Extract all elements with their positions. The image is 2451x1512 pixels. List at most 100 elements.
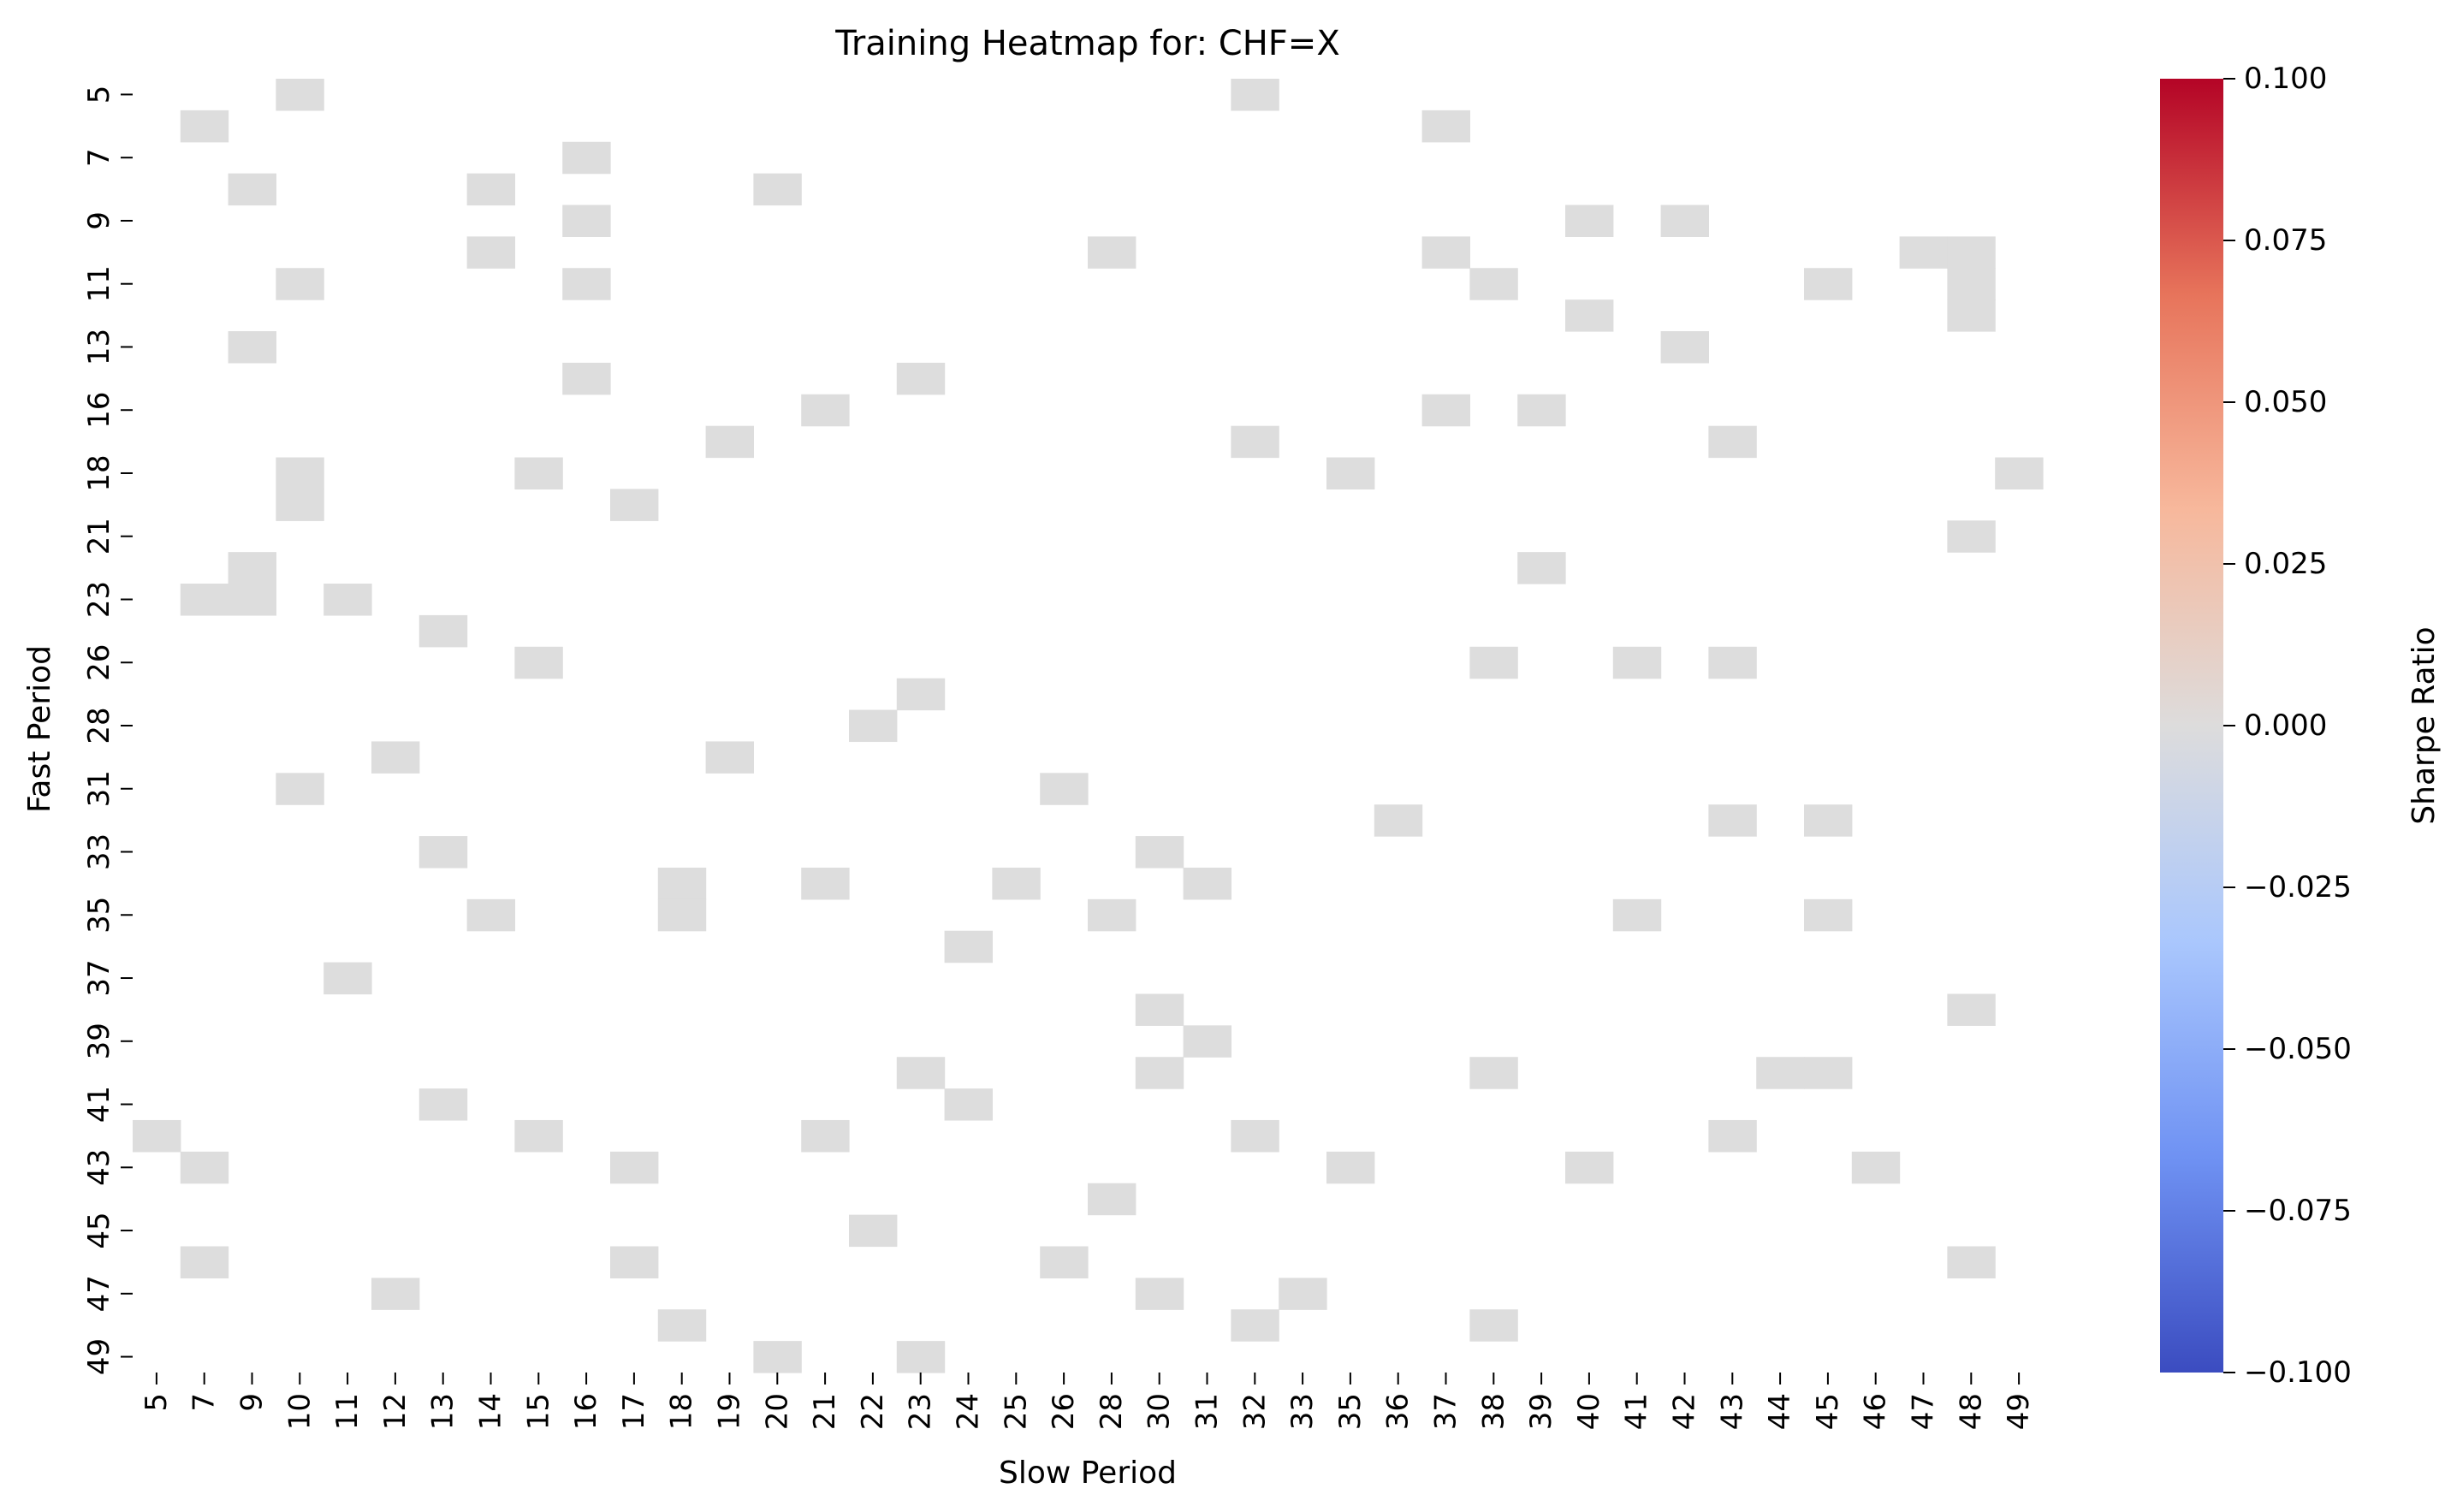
heatmap-cell <box>1660 331 1709 364</box>
colorbar-label: Sharpe Ratio <box>2406 626 2442 824</box>
heatmap-cell <box>1469 268 1518 300</box>
x-tick-label: 7 <box>187 1393 222 1412</box>
heatmap-cell <box>896 1057 946 1089</box>
y-tick-label: 11 <box>82 265 116 302</box>
x-tick-label: 40 <box>1572 1393 1606 1430</box>
x-tick-label: 9 <box>235 1393 270 1412</box>
y-tick-label: 45 <box>82 1212 116 1248</box>
heatmap-cell <box>1517 394 1566 427</box>
heatmap-cell <box>1088 898 1136 932</box>
x-tick-label: 33 <box>1285 1393 1320 1430</box>
x-tick-label: 28 <box>1095 1393 1129 1430</box>
heatmap-cell <box>228 331 276 364</box>
heatmap-cell <box>944 1088 993 1121</box>
heatmap-cell <box>514 646 563 679</box>
y-tick-label: 28 <box>82 707 116 744</box>
heatmap-cell <box>1565 299 1614 332</box>
heatmap-cell <box>944 930 993 964</box>
x-tick-label: 37 <box>1429 1393 1463 1430</box>
heatmap-cell <box>1135 993 1184 1026</box>
heatmap-cell <box>705 741 754 774</box>
heatmap-cell <box>1947 1246 1996 1278</box>
heatmap-cell <box>562 362 611 395</box>
x-tick-label: 44 <box>1763 1393 1797 1430</box>
heatmap-cell <box>133 1119 181 1153</box>
heatmap-cell <box>1612 898 1662 932</box>
y-tick-label: 49 <box>82 1338 116 1375</box>
colorbar-tick-label: −0.100 <box>2244 1355 2352 1390</box>
x-tick-label: 11 <box>330 1393 365 1430</box>
colorbar-tick-label: 0.075 <box>2244 223 2327 258</box>
heatmap-cell <box>371 1278 420 1310</box>
heatmap-cell <box>1421 394 1470 427</box>
heatmap-cell <box>180 584 229 616</box>
y-tick-label: 23 <box>82 581 116 618</box>
heatmap-cell <box>1565 205 1614 237</box>
x-tick-label: 31 <box>1190 1393 1225 1430</box>
x-tick-label: 23 <box>904 1393 938 1430</box>
colorbar-tick-label: 0.100 <box>2244 62 2327 96</box>
heatmap-cell <box>1804 1057 1853 1089</box>
heatmap-cell <box>1947 520 1996 553</box>
y-tick-label: 35 <box>82 897 116 934</box>
heatmap-cell <box>371 741 420 774</box>
x-tick-label: 24 <box>952 1393 986 1430</box>
heatmap-cell <box>1040 1246 1089 1278</box>
heatmap-cell <box>801 867 850 900</box>
x-tick-label: 36 <box>1381 1393 1415 1430</box>
y-tick-label: 21 <box>82 518 116 554</box>
heatmap-cell <box>562 141 611 175</box>
x-tick-label: 25 <box>999 1393 1033 1430</box>
heatmap-cell <box>1756 1057 1805 1089</box>
heatmap-cell <box>1231 79 1279 111</box>
heatmap-cell <box>1088 1183 1136 1216</box>
x-tick-label: 17 <box>617 1393 651 1430</box>
x-tick-label: 16 <box>569 1393 603 1430</box>
heatmap-cell <box>801 1119 850 1153</box>
y-tick-label: 16 <box>82 392 116 429</box>
heatmap-cell <box>562 268 611 300</box>
x-tick-label: 48 <box>1954 1393 1988 1430</box>
heatmap-cell <box>1374 804 1423 837</box>
heatmap-cell <box>276 268 324 300</box>
heatmap-cell <box>657 867 707 900</box>
y-tick-label: 7 <box>82 148 116 167</box>
colorbar-ticks: 0.100 0.075 0.050 0.025 0.000 −0.025 −0.050 −0.… <box>2223 62 2352 1390</box>
heatmap-cell <box>849 709 898 743</box>
heatmap-cell <box>1231 1119 1279 1153</box>
y-tick-label: 43 <box>82 1149 116 1186</box>
y-tick-label: 5 <box>82 86 116 104</box>
heatmap-cell <box>1183 1025 1231 1058</box>
y-tick-label: 9 <box>82 211 116 230</box>
x-tick-label: 13 <box>426 1393 460 1430</box>
heatmap-cell <box>1135 836 1184 869</box>
x-tick-label: 49 <box>2002 1393 2036 1430</box>
y-tick-label: 26 <box>82 644 116 681</box>
heatmap-cell <box>276 457 324 490</box>
heatmap-cell <box>1326 457 1375 490</box>
x-tick-label: 26 <box>1047 1393 1081 1430</box>
x-tick-label: 19 <box>713 1393 747 1430</box>
heatmap-cell <box>1947 268 1996 300</box>
heatmap-cell <box>1804 898 1853 932</box>
y-axis-label: Fast Period <box>22 645 57 813</box>
heatmap-cell <box>657 1309 707 1342</box>
heatmap-cell <box>466 898 515 932</box>
heatmap-cell <box>1279 1278 1327 1310</box>
heatmap-cell <box>1135 1057 1184 1089</box>
heatmap-cell <box>276 489 324 521</box>
heatmap-cell <box>1947 236 1996 269</box>
x-tick-label: 41 <box>1620 1393 1654 1430</box>
heatmap-cell <box>418 836 468 869</box>
x-tick-label: 45 <box>1811 1393 1845 1430</box>
heatmap-cell <box>1040 773 1089 805</box>
heatmap-cell <box>1995 457 2044 490</box>
heatmap-cell <box>1231 1309 1279 1342</box>
heatmap-cell <box>896 678 946 711</box>
heatmap-cell <box>1469 646 1518 679</box>
x-tick-label: 30 <box>1142 1393 1177 1430</box>
y-tick-label: 33 <box>82 833 116 870</box>
heatmap-cell <box>1947 299 1996 332</box>
heatmap-cell <box>1899 236 1948 269</box>
